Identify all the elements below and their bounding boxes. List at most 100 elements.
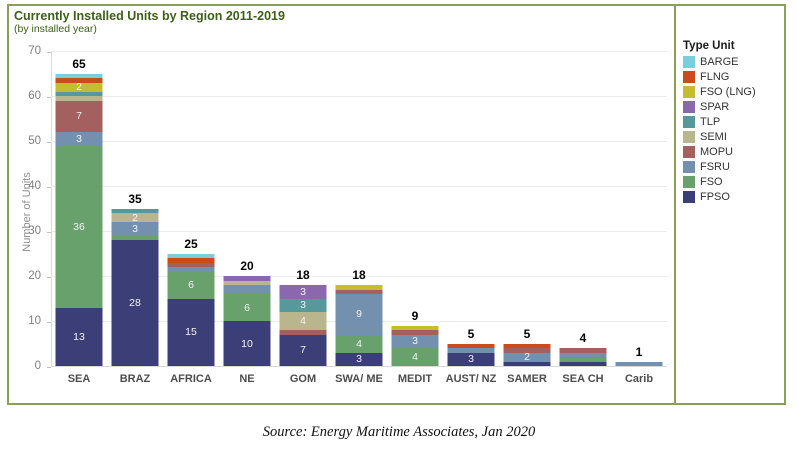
- bar-segment[interactable]: 3: [447, 352, 495, 366]
- x-tick-label: BRAZ: [119, 373, 151, 385]
- bar-segment[interactable]: 9: [335, 294, 383, 335]
- bar-column: 2 5 SAMER: [499, 52, 555, 385]
- bar-segment[interactable]: 3: [335, 352, 383, 366]
- bar-segment[interactable]: [167, 267, 215, 272]
- legend-label: FSO: [700, 176, 723, 188]
- title-block: Currently Installed Units by Region 2011…: [14, 9, 285, 35]
- legend: Type Unit BARGE FLNG FSO (LNG) SPAR TLP SEMI M…: [674, 6, 784, 403]
- source-text: Source: Energy Maritime Associates, Jan …: [262, 424, 536, 440]
- bar-segment[interactable]: 28: [111, 240, 159, 366]
- bar-stack-samer[interactable]: 2: [503, 343, 551, 366]
- segment-label: 28: [129, 297, 141, 309]
- bar-segment[interactable]: [55, 73, 103, 78]
- legend-item-semi[interactable]: SEMI: [683, 131, 784, 143]
- bar-segment[interactable]: 4: [335, 334, 383, 353]
- bar-column: 3 4 9 18 SWA/ ME: [331, 52, 387, 385]
- bar-stack-carib[interactable]: [615, 361, 663, 366]
- bar-segment[interactable]: [447, 348, 495, 353]
- legend-item-fso-lng-[interactable]: FSO (LNG): [683, 86, 784, 98]
- legend-item-barge[interactable]: BARGE: [683, 56, 784, 68]
- segment-label: 2: [524, 351, 530, 363]
- legend-item-tlp[interactable]: TLP: [683, 116, 784, 128]
- legend-label: SPAR: [700, 101, 730, 113]
- y-tick-mark: [47, 322, 51, 323]
- bar-stack-sea-ch[interactable]: [559, 348, 607, 366]
- bar-segment[interactable]: 2: [503, 351, 551, 363]
- bar-segment[interactable]: 3: [391, 334, 439, 348]
- bar-stack-ne[interactable]: 10 6: [223, 276, 271, 366]
- legend-item-flng[interactable]: FLNG: [683, 71, 784, 83]
- bar-segment[interactable]: 36: [55, 145, 103, 308]
- bar-segment[interactable]: [279, 330, 327, 335]
- bar-segment[interactable]: [55, 96, 103, 101]
- bar-segment[interactable]: 3: [55, 132, 103, 146]
- bar-segment[interactable]: 6: [223, 294, 271, 321]
- bar-segment[interactable]: [559, 361, 607, 366]
- bar-segment[interactable]: 4: [279, 312, 327, 330]
- legend-item-mopu[interactable]: MOPU: [683, 146, 784, 158]
- gridline: [51, 186, 667, 187]
- bar-segment[interactable]: [55, 78, 103, 83]
- bar-segment[interactable]: [335, 285, 383, 290]
- bar-segment[interactable]: 7: [279, 334, 327, 366]
- segment-label: 6: [188, 279, 194, 291]
- bar-segment[interactable]: 13: [55, 307, 103, 366]
- bar-column: 1 Carib: [611, 52, 667, 385]
- gridline: [51, 141, 667, 142]
- bar-segment[interactable]: 4: [391, 348, 439, 366]
- bar-segment[interactable]: [503, 348, 551, 353]
- bar-total-label: 1: [635, 344, 643, 359]
- bar-segment[interactable]: [559, 352, 607, 357]
- bar-segment[interactable]: [391, 330, 439, 335]
- legend-swatch-icon: [683, 56, 695, 68]
- bar-segment[interactable]: [447, 343, 495, 348]
- legend-items: BARGE FLNG FSO (LNG) SPAR TLP SEMI MOPU FSRU FSO…: [683, 56, 784, 203]
- bar-segment[interactable]: [559, 348, 607, 353]
- bar-segment[interactable]: 10: [223, 321, 271, 366]
- bar-segment[interactable]: 2: [55, 82, 103, 92]
- bar-segment[interactable]: [503, 361, 551, 366]
- segment-label: 3: [132, 222, 138, 235]
- legend-item-fso[interactable]: FSO: [683, 176, 784, 188]
- bar-segment[interactable]: [223, 285, 271, 294]
- bar-segment[interactable]: [111, 208, 159, 213]
- legend-item-spar[interactable]: SPAR: [683, 101, 784, 113]
- bar-segment[interactable]: [167, 262, 215, 267]
- y-tick-label: 50: [28, 135, 41, 147]
- bar-segment[interactable]: [55, 91, 103, 96]
- bar-segment[interactable]: 6: [167, 271, 215, 299]
- y-tick-label: 0: [34, 360, 41, 372]
- y-axis-line: [51, 52, 52, 367]
- bar-segment[interactable]: [335, 289, 383, 294]
- bar-segment[interactable]: [223, 280, 271, 285]
- bar-segment[interactable]: 7: [55, 100, 103, 132]
- legend-swatch-icon: [683, 146, 695, 158]
- legend-label: BARGE: [700, 56, 739, 68]
- bar-segment[interactable]: [167, 258, 215, 263]
- bar-stack-swa-me[interactable]: 3 4 9: [335, 285, 383, 366]
- legend-label: MOPU: [700, 146, 733, 158]
- bar-segment[interactable]: [559, 357, 607, 362]
- bar-segment[interactable]: 3: [111, 222, 159, 236]
- bar-segment[interactable]: [111, 235, 159, 240]
- bar-segment[interactable]: 3: [279, 298, 327, 312]
- bar-stack-africa[interactable]: 15 6: [167, 253, 215, 366]
- bar-stack-sea[interactable]: 13 36 3 7 2: [55, 73, 103, 366]
- bar-segment[interactable]: [223, 276, 271, 281]
- bar-segment[interactable]: [503, 343, 551, 348]
- x-tick-label: SEA: [67, 373, 91, 385]
- y-tick-label: 40: [28, 180, 41, 192]
- bar-stack-aust-nz[interactable]: 3: [447, 343, 495, 366]
- legend-item-fsru[interactable]: FSRU: [683, 161, 784, 173]
- bar-segment[interactable]: [391, 325, 439, 330]
- bar-segment[interactable]: [167, 253, 215, 258]
- bar-column: 4 3 9 MEDIT: [387, 52, 443, 385]
- bar-segment[interactable]: 2: [111, 212, 159, 223]
- bar-segment[interactable]: 3: [279, 285, 327, 299]
- bar-segment[interactable]: 15: [167, 298, 215, 366]
- bar-stack-braz[interactable]: 28 3 2: [111, 208, 159, 366]
- legend-item-fpso[interactable]: FPSO: [683, 191, 784, 203]
- bar-segment[interactable]: [615, 361, 663, 366]
